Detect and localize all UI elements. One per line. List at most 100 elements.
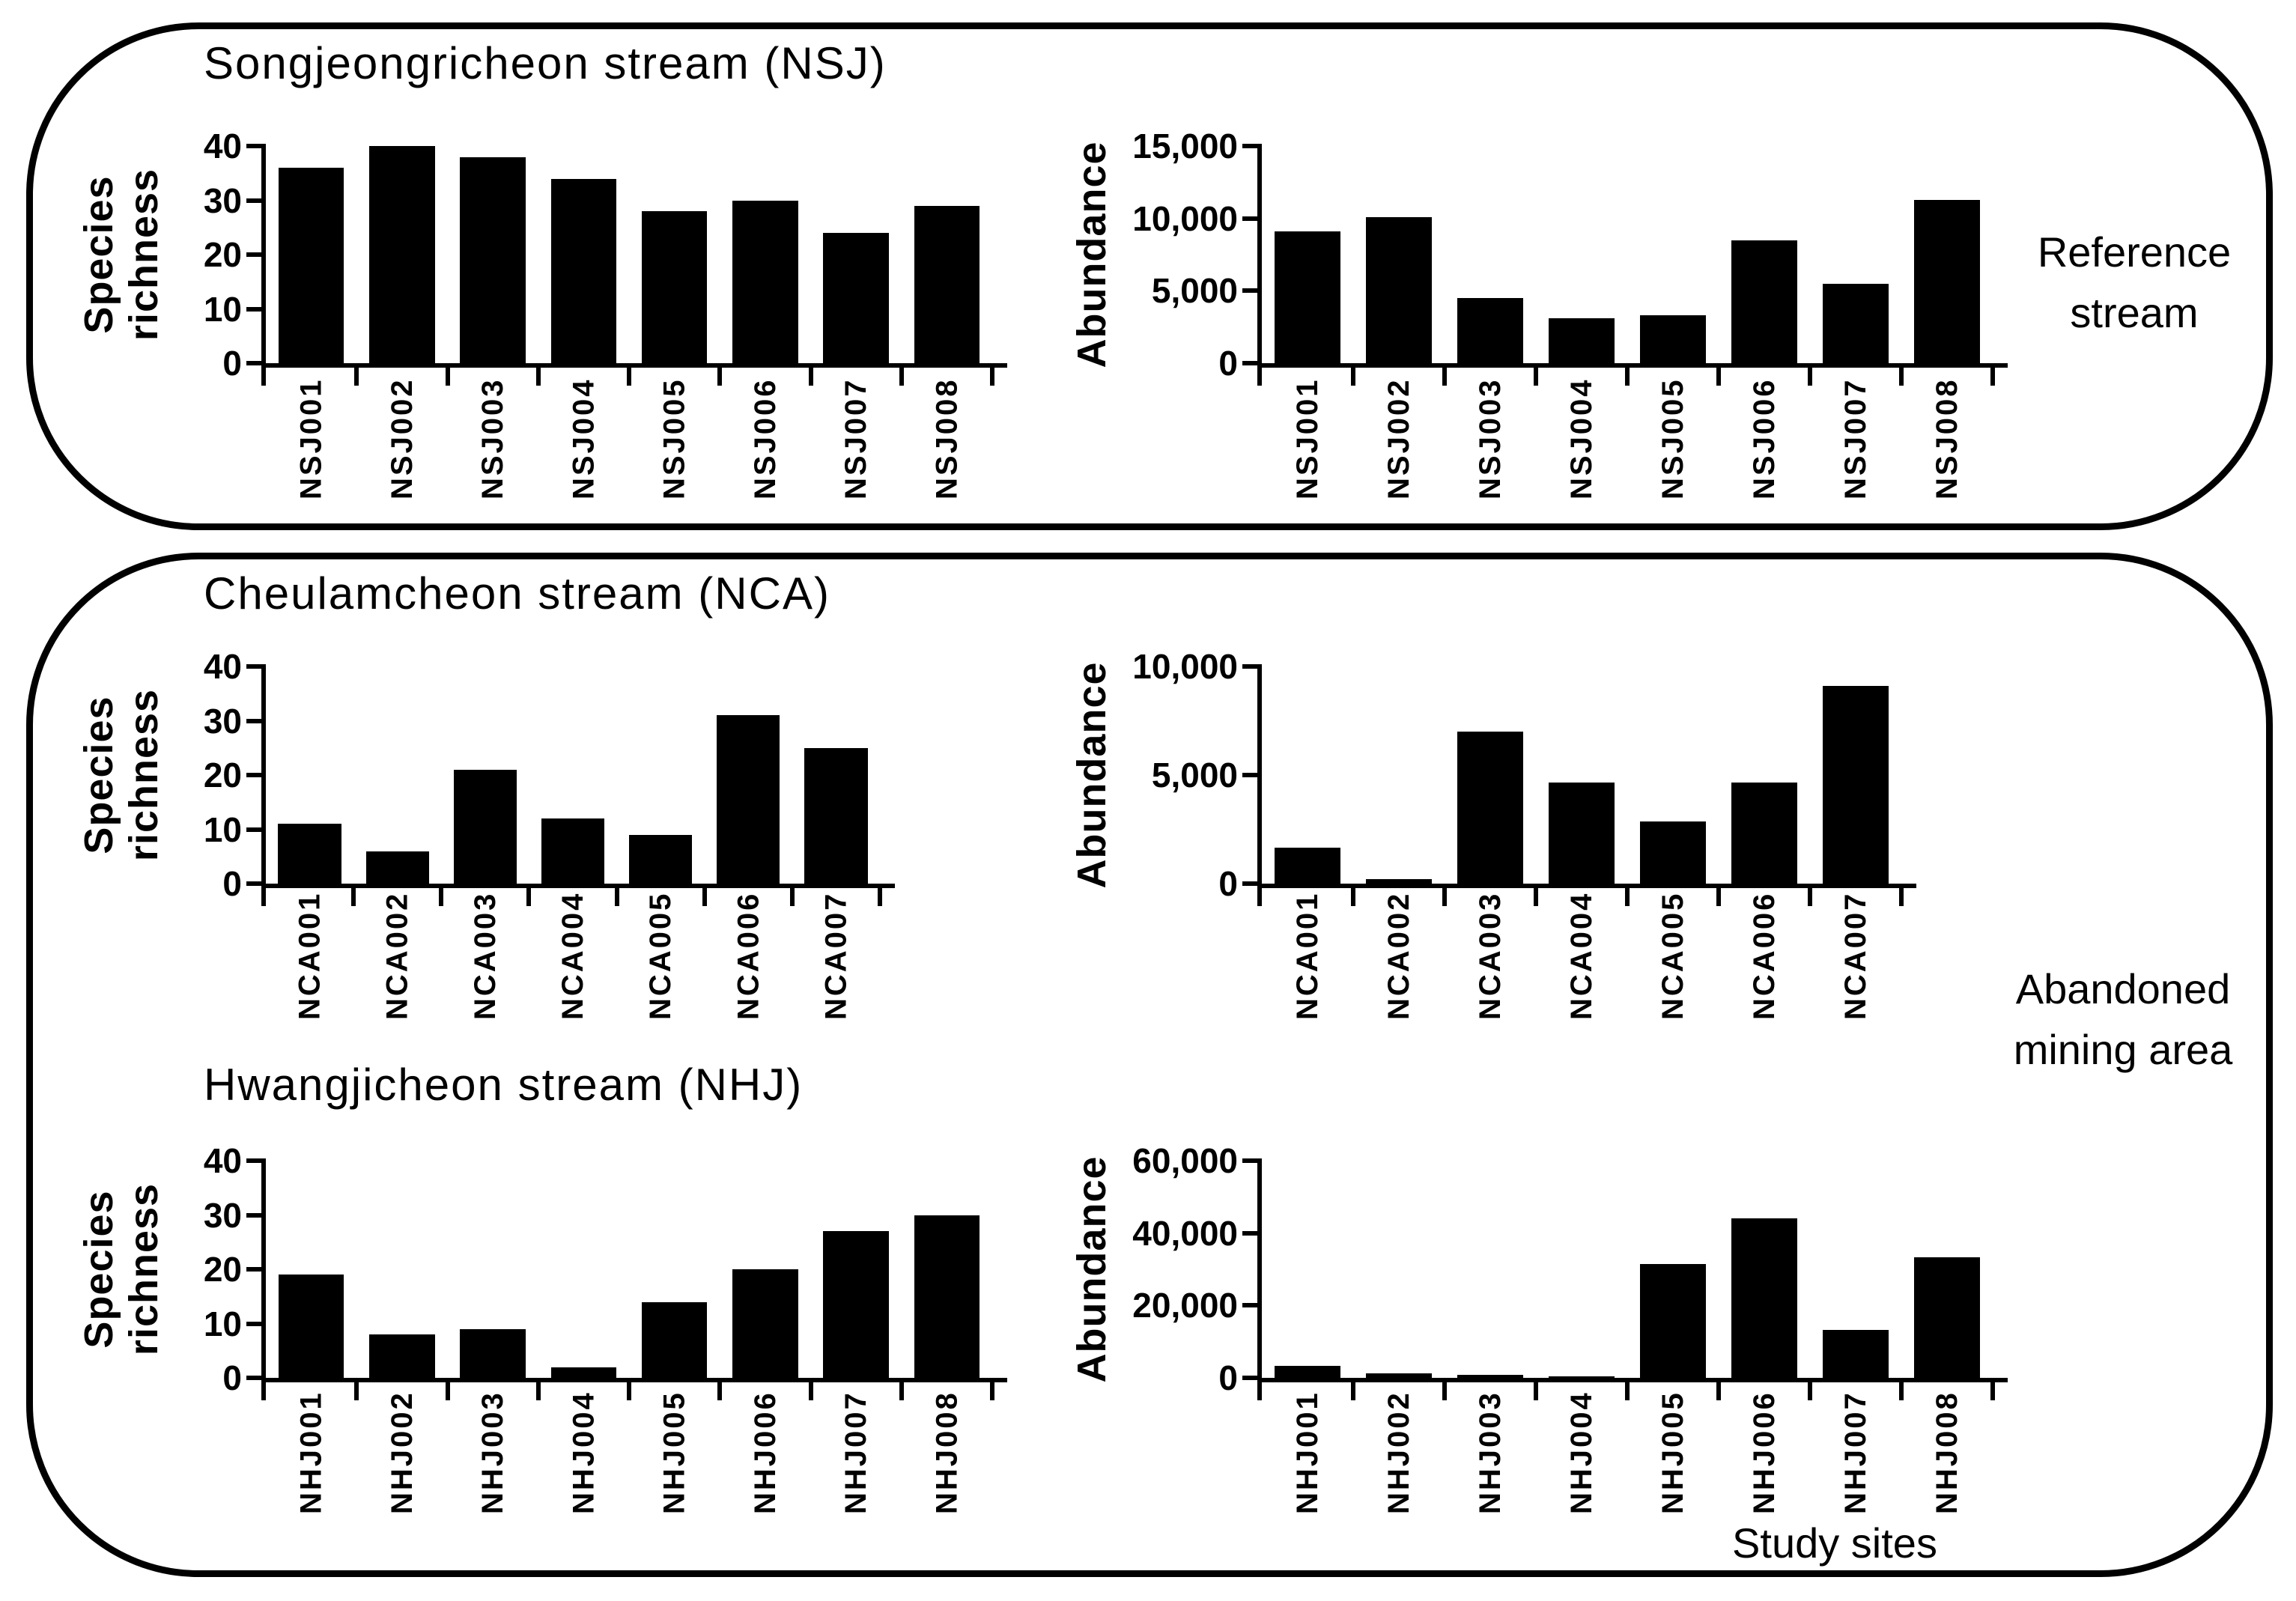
x-tick-label-NHJ007: NHJ007 [1839,1391,1872,1514]
y-tick-mark [1242,216,1257,221]
y-tick-label: 30 [203,701,242,741]
x-tick-mark [1442,1378,1447,1400]
bar-NSJ003 [460,157,526,363]
x-tick-mark [1990,363,1995,386]
x-tick-mark [1899,363,1904,386]
y-tick-mark [1242,881,1257,886]
x-tick-mark [614,884,619,906]
bar-NSJ005 [641,211,708,363]
x-tick-label-NCA004: NCA004 [556,891,589,1020]
y-tick-mark [246,1158,261,1163]
x-tick-mark [627,1378,631,1400]
y-tick-label: 0 [222,864,242,903]
x-tick-label-NSJ003: NSJ003 [476,377,510,499]
x-tick-label-NHJ005: NHJ005 [1656,1391,1689,1514]
y-axis-title-line: richness [121,688,166,862]
y-axis-title-nhj-species-richness: Species richness [76,1082,166,1456]
x-tick-label-NHJ001: NHJ001 [294,1391,328,1514]
x-tick-mark [1351,363,1355,386]
x-tick-mark [1625,363,1630,386]
x-tick-mark [1257,1378,1262,1400]
x-tick-mark [878,884,882,906]
bar-NHJ008 [1914,1257,1980,1378]
y-tick-label: 0 [1218,864,1238,903]
x-tick-mark [1899,884,1904,906]
y-axis-title-line: richness [121,168,166,341]
bar-NSJ005 [1640,315,1706,363]
x-tick-label-NHJ008: NHJ008 [1931,1391,1964,1514]
bar-NSJ003 [1457,298,1523,363]
x-axis-line [261,363,1007,368]
y-tick-mark [1242,361,1257,365]
bar-NSJ008 [1914,199,1980,363]
x-tick-label-NCA004: NCA004 [1565,891,1598,1020]
x-tick-label-NSJ007: NSJ007 [839,377,873,499]
bar-NHJ003 [460,1328,526,1378]
bar-NSJ002 [369,146,435,363]
x-tick-mark [354,363,359,386]
x-tick-label-NHJ008: NHJ008 [930,1391,964,1514]
x-tick-label-NHJ004: NHJ004 [567,1391,601,1514]
x-tick-label-NSJ003: NSJ003 [1474,377,1507,499]
y-tick-label: 40 [203,127,242,165]
x-tick-label-NCA007: NCA007 [1839,891,1872,1020]
x-tick-mark [990,1378,994,1400]
y-tick-mark [1242,1230,1257,1236]
y-tick-label: 30 [203,180,242,220]
x-axis-line [1257,1378,2008,1382]
y-tick-mark [1242,1376,1257,1380]
y-tick-label: 40,000 [1132,1213,1238,1253]
x-tick-mark [1442,363,1447,386]
y-tick-label: 0 [222,344,242,383]
y-tick-mark [1242,288,1257,294]
abandoned-mining-area-label: Abandoned mining area [1947,959,2296,1080]
x-tick-mark [808,363,813,386]
bar-NCA005 [628,834,693,884]
bar-NCA004 [541,818,605,884]
x-tick-mark [1351,1378,1355,1400]
y-tick-mark [246,664,261,669]
y-tick-label: 10 [203,289,242,329]
y-tick-mark [246,144,261,148]
x-tick-mark [717,363,723,386]
x-tick-label-NHJ003: NHJ003 [1474,1391,1507,1514]
x-tick-mark [808,1378,813,1400]
bar-NHJ004 [1549,1376,1615,1378]
y-tick-mark [246,306,261,312]
x-tick-label-NSJ002: NSJ002 [385,377,419,499]
x-tick-label-NCA007: NCA007 [819,891,853,1020]
x-tick-mark [702,884,707,906]
x-tick-label-NSJ007: NSJ007 [1839,377,1872,499]
x-tick-mark [899,1378,904,1400]
y-axis-title-line: Species [76,175,121,334]
y-tick-label: 60,000 [1132,1141,1238,1180]
x-tick-label-NCA002: NCA002 [1382,891,1415,1020]
x-tick-mark [439,884,444,906]
bar-NSJ007 [1823,283,1889,363]
y-tick-label: 20 [203,1250,242,1289]
y-axis-title-line: Abundance [1069,661,1114,889]
y-axis-title-nsj-abundance: Abundance [1047,67,1137,442]
bar-NCA001 [1275,848,1340,884]
y-tick-label: 0 [1218,1358,1238,1397]
y-tick-mark [1242,144,1257,148]
y-tick-label: 0 [222,1358,242,1397]
y-tick-label: 10,000 [1132,198,1238,238]
x-tick-label-NHJ006: NHJ006 [748,1391,782,1514]
y-tick-mark [246,252,261,257]
bar-NSJ006 [1731,240,1797,363]
y-tick-label: 5,000 [1151,756,1238,795]
y-tick-mark [1242,773,1257,777]
abandoned-mining-panel-border [26,553,2273,1577]
y-tick-mark [1242,1303,1257,1308]
x-tick-label-NSJ001: NSJ001 [294,377,328,499]
x-tick-label-NSJ006: NSJ006 [1748,377,1781,499]
chart-title-nsj: Songjeongricheon stream (NSJ) [204,38,887,88]
bar-NCA005 [1640,821,1706,884]
bar-NCA002 [1366,879,1432,884]
bar-NCA007 [1823,686,1889,884]
x-tick-label-NCA005: NCA005 [644,891,678,1020]
y-tick-mark [1242,664,1257,669]
y-tick-label: 40 [203,1141,242,1180]
x-tick-label-NCA006: NCA006 [732,891,765,1020]
